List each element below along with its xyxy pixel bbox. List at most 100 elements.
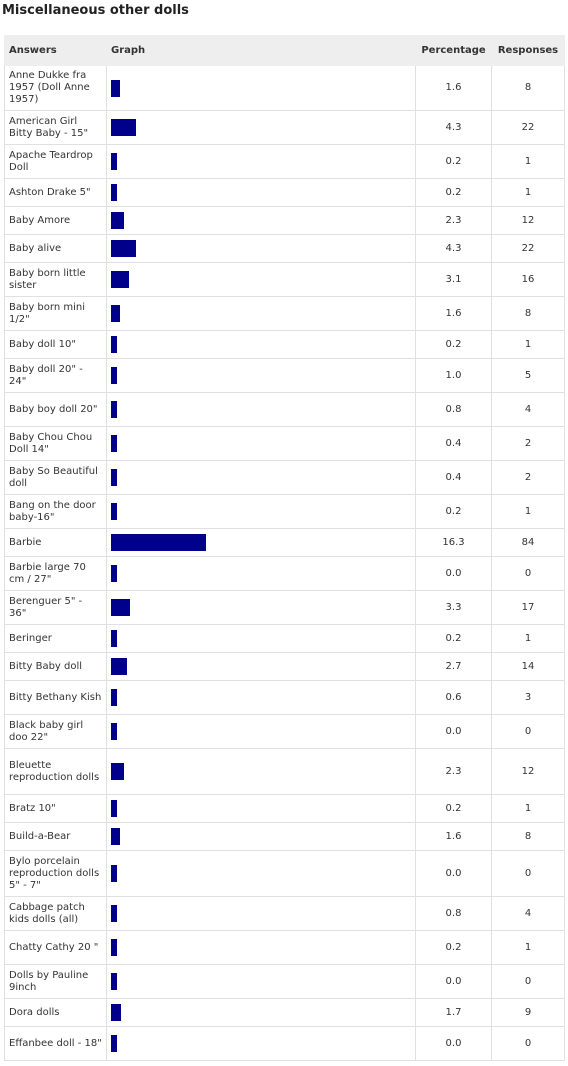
answer-cell: Baby alive xyxy=(4,234,107,263)
graph-cell xyxy=(106,998,416,1027)
percentage-cell: 0.6 xyxy=(415,680,492,715)
answer-cell: Cabbage patch kids dolls (all) xyxy=(4,896,107,931)
bar xyxy=(111,503,117,520)
table-row: Bang on the door baby-16" 0.2 1 xyxy=(4,494,565,529)
percentage-cell: 0.0 xyxy=(415,556,492,591)
responses-cell: 2 xyxy=(491,426,565,461)
percentage-cell: 2.7 xyxy=(415,652,492,681)
responses-cell: 16 xyxy=(491,262,565,297)
bar xyxy=(111,800,117,817)
graph-cell xyxy=(106,930,416,965)
responses-cell: 5 xyxy=(491,358,565,393)
bar xyxy=(111,565,117,582)
bar xyxy=(111,828,120,845)
percentage-cell: 0.4 xyxy=(415,426,492,461)
graph-cell xyxy=(106,358,416,393)
bar xyxy=(111,939,117,956)
answer-cell: Dolls by Pauline 9inch xyxy=(4,964,107,999)
responses-cell: 0 xyxy=(491,556,565,591)
bar xyxy=(111,119,136,136)
percentage-cell: 0.2 xyxy=(415,494,492,529)
table-row: Baby born mini 1/2" 1.6 8 xyxy=(4,296,565,331)
percentage-cell: 0.0 xyxy=(415,850,492,897)
responses-cell: 0 xyxy=(491,850,565,897)
header-row: Answers Graph Percentage Responses xyxy=(4,35,565,66)
percentage-cell: 1.0 xyxy=(415,358,492,393)
table-row: American Girl Bitty Baby - 15" 4.3 22 xyxy=(4,110,565,145)
graph-cell xyxy=(106,296,416,331)
answer-cell: Berenguer 5" - 36" xyxy=(4,590,107,625)
table-row: Black baby girl doo 22" 0.0 0 xyxy=(4,714,565,749)
table-row: Beringer 0.2 1 xyxy=(4,624,565,653)
answer-cell: Bylo porcelain reproduction dolls 5" - 7… xyxy=(4,850,107,897)
percentage-cell: 1.7 xyxy=(415,998,492,1027)
graph-cell xyxy=(106,794,416,823)
table-row: Baby Chou Chou Doll 14" 0.4 2 xyxy=(4,426,565,461)
answer-cell: Bratz 10" xyxy=(4,794,107,823)
responses-cell: 1 xyxy=(491,178,565,207)
graph-cell xyxy=(106,624,416,653)
percentage-cell: 0.2 xyxy=(415,930,492,965)
graph-cell xyxy=(106,426,416,461)
graph-cell xyxy=(106,528,416,557)
table-row: Berenguer 5" - 36" 3.3 17 xyxy=(4,590,565,625)
table-row: Barbie large 70 cm / 27" 0.0 0 xyxy=(4,556,565,591)
bar xyxy=(111,401,117,418)
bar xyxy=(111,905,117,922)
bar xyxy=(111,1004,121,1021)
graph-cell xyxy=(106,680,416,715)
percentage-cell: 2.3 xyxy=(415,206,492,235)
answer-cell: Apache Teardrop Doll xyxy=(4,144,107,179)
percentage-cell: 0.2 xyxy=(415,178,492,207)
percentage-cell: 1.6 xyxy=(415,822,492,851)
answer-cell: Baby born little sister xyxy=(4,262,107,297)
table-row: Ashton Drake 5" 0.2 1 xyxy=(4,178,565,207)
graph-cell xyxy=(106,652,416,681)
bar xyxy=(111,469,117,486)
answer-cell: Baby doll 20" - 24" xyxy=(4,358,107,393)
table-row: Dolls by Pauline 9inch 0.0 0 xyxy=(4,964,565,999)
graph-cell xyxy=(106,206,416,235)
responses-cell: 2 xyxy=(491,460,565,495)
table-row: Baby alive 4.3 22 xyxy=(4,234,565,263)
graph-cell xyxy=(106,964,416,999)
answer-cell: Bitty Bethany Kish xyxy=(4,680,107,715)
graph-cell xyxy=(106,494,416,529)
percentage-cell: 2.3 xyxy=(415,748,492,795)
percentage-cell: 0.2 xyxy=(415,330,492,359)
answers-header: Answers xyxy=(4,35,107,66)
table-row: Anne Dukke fra 1957 (Doll Anne 1957) 1.6 8 xyxy=(4,65,565,111)
graph-cell xyxy=(106,822,416,851)
percentage-cell: 0.0 xyxy=(415,1026,492,1061)
graph-cell xyxy=(106,178,416,207)
responses-cell: 0 xyxy=(491,1026,565,1061)
page-title: Miscellaneous other dolls xyxy=(2,3,189,18)
table-row: Chatty Cathy 20 " 0.2 1 xyxy=(4,930,565,965)
bar xyxy=(111,865,117,882)
percentage-cell: 16.3 xyxy=(415,528,492,557)
results-body: Anne Dukke fra 1957 (Doll Anne 1957) 1.6 8… xyxy=(4,65,565,1061)
answer-cell: Beringer xyxy=(4,624,107,653)
graph-cell xyxy=(106,850,416,897)
table-row: Bitty Baby doll 2.7 14 xyxy=(4,652,565,681)
table-row: Effanbee doll - 18" 0.0 0 xyxy=(4,1026,565,1061)
percentage-cell: 1.6 xyxy=(415,65,492,111)
answer-cell: Baby born mini 1/2" xyxy=(4,296,107,331)
bar xyxy=(111,658,127,675)
bar xyxy=(111,973,117,990)
table-row: Cabbage patch kids dolls (all) 0.8 4 xyxy=(4,896,565,931)
responses-cell: 3 xyxy=(491,680,565,715)
graph-cell xyxy=(106,748,416,795)
answer-cell: Bleuette reproduction dolls xyxy=(4,748,107,795)
bar xyxy=(111,153,117,170)
responses-cell: 14 xyxy=(491,652,565,681)
bar xyxy=(111,435,117,452)
percentage-cell: 3.3 xyxy=(415,590,492,625)
table-row: Apache Teardrop Doll 0.2 1 xyxy=(4,144,565,179)
bar xyxy=(111,763,124,780)
responses-cell: 1 xyxy=(491,144,565,179)
percentage-cell: 0.0 xyxy=(415,964,492,999)
percentage-cell: 0.2 xyxy=(415,794,492,823)
table-row: Baby doll 10" 0.2 1 xyxy=(4,330,565,359)
percentage-cell: 0.4 xyxy=(415,460,492,495)
